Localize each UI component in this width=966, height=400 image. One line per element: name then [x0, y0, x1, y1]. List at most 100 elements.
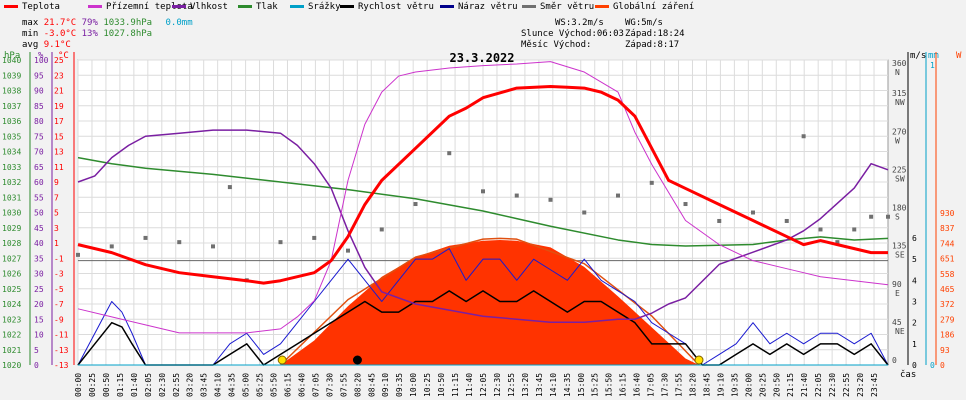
axis-tick-time: 13:45 — [535, 373, 544, 397]
axis-tick-percent: 5 — [34, 346, 39, 355]
axis-tick-mm: 0 — [930, 361, 935, 370]
axis-tick-time: 15:00 — [577, 373, 586, 397]
axis-tick-time: 04:10 — [214, 373, 223, 397]
wind-direction-point — [143, 235, 148, 240]
axis-tick-celsius: 15 — [54, 132, 64, 141]
axis-tick-time: 16:15 — [619, 373, 628, 397]
axis-tick-celsius: 5 — [54, 209, 59, 218]
series-wind-gust — [77, 248, 889, 366]
axis-tick-ms: 0 — [912, 361, 917, 370]
axis-unit-celsius: °C — [58, 51, 69, 61]
axis-tick-celsius: 19 — [54, 102, 64, 111]
axis-tick-w: 186 — [940, 331, 955, 340]
axis-tick-hpa: 1023 — [2, 315, 21, 324]
wind-direction-point — [717, 218, 722, 223]
axis-tick-direction: 0 — [892, 356, 897, 365]
wind-direction-point — [869, 214, 874, 219]
axis-tick-time: 18:20 — [688, 373, 697, 397]
axis-tick-time: 09:10 — [381, 373, 390, 397]
min-pressure: 1027.8hPa — [103, 29, 153, 39]
legend-swatch — [4, 5, 18, 8]
axis-tick-time: 03:20 — [186, 373, 195, 397]
axis-tick-time: 22:05 — [814, 373, 823, 397]
legend-swatch — [522, 5, 536, 8]
axis-tick-hpa: 1024 — [2, 300, 21, 309]
axis-tick-percent: 50 — [34, 209, 44, 218]
axis-tick-direction-label: SE — [895, 251, 905, 260]
axis-tick-hpa: 1030 — [2, 209, 21, 218]
axis-tick-direction: 225 — [892, 165, 907, 174]
axis-tick-hpa: 1028 — [2, 239, 21, 248]
axis-tick-time: 06:40 — [297, 373, 306, 397]
axis-tick-time: 00:00 — [74, 373, 83, 397]
sunset-marker — [694, 355, 704, 365]
axis-tick-percent: 100 — [34, 56, 49, 65]
wind-direction-point — [227, 185, 232, 190]
axis-tick-hpa: 1040 — [2, 56, 21, 65]
axis-tick-time: 21:15 — [786, 373, 795, 397]
wind-direction-point — [886, 214, 890, 219]
wind-direction-point — [76, 252, 80, 257]
wind-direction-point — [413, 202, 418, 207]
axis-tick-time: 17:30 — [661, 373, 670, 397]
chart-title: 23.3.2022 — [449, 51, 514, 65]
axis-tick-percent: 75 — [34, 132, 44, 141]
legend-label: Srážky — [308, 2, 341, 12]
axis-tick-direction-label: SW — [895, 174, 905, 183]
wind-direction-point — [801, 134, 806, 139]
legend-label: Teplota — [22, 2, 60, 12]
axis-tick-hpa: 1037 — [2, 102, 21, 111]
wind-direction-point — [109, 244, 114, 249]
axis-tick-time: 02:30 — [158, 373, 167, 397]
axis-tick-direction-label: N — [895, 68, 900, 77]
axis-tick-time: 17:05 — [647, 373, 656, 397]
sunrise-marker — [277, 355, 287, 365]
axis-tick-percent: 20 — [34, 300, 44, 309]
axis-tick-percent: 45 — [34, 224, 44, 233]
axis-tick-ms: 1 — [912, 340, 917, 349]
axis-unit-w: W — [956, 51, 962, 61]
axis-tick-celsius: -7 — [54, 300, 64, 309]
axis-tick-time: 02:05 — [144, 373, 153, 397]
legend-label: Rychlost větru — [358, 2, 434, 12]
axis-tick-time: 04:35 — [228, 373, 237, 397]
axis-tick-percent: 30 — [34, 270, 44, 279]
axis-tick-ms: 6 — [912, 234, 917, 243]
axis-tick-mm: 1 — [930, 61, 935, 70]
legend-swatch — [595, 5, 609, 8]
axis-tick-time: 14:10 — [549, 373, 558, 397]
series-ground-temperature — [77, 61, 889, 334]
wind-direction-point — [835, 240, 840, 245]
wind-direction-point — [818, 227, 823, 232]
axis-tick-time: 13:20 — [521, 373, 530, 397]
axis-tick-hpa: 1038 — [2, 87, 21, 96]
legend-swatch — [88, 5, 102, 8]
axis-tick-w: 0 — [940, 361, 945, 370]
wind-direction-point — [211, 244, 215, 249]
axis-tick-celsius: 17 — [54, 117, 64, 126]
axis-tick-time: 22:30 — [828, 373, 837, 397]
sunrise-info: Slunce Východ:06:03 — [521, 29, 624, 39]
moonset-info: Západ:8:17 — [625, 40, 680, 50]
axis-tick-time: 22:55 — [842, 373, 851, 397]
axis-tick-celsius: 7 — [54, 193, 59, 202]
axis-tick-direction: 270 — [892, 127, 907, 136]
axis-tick-time: 23:20 — [856, 373, 865, 397]
wind-direction-point — [582, 210, 587, 215]
axis-tick-direction: 360 — [892, 59, 907, 68]
axis-tick-celsius: -1 — [54, 254, 64, 263]
stats-max: max 21.7°C 79% 1033.9hPa 0.0mm — [22, 18, 193, 28]
axis-tick-ms: 2 — [912, 319, 917, 328]
axis-tick-hpa: 1031 — [2, 193, 21, 202]
axis-tick-time: 14:35 — [563, 373, 572, 397]
wind-direction-point — [649, 180, 654, 185]
axis-tick-time: 12:05 — [479, 373, 488, 397]
axis-tick-w: 279 — [940, 315, 955, 324]
stats-min: min -3.0°C 13% 1027.8hPa — [22, 29, 152, 39]
max-pressure: 1033.9hPa — [103, 18, 153, 28]
axis-tick-hpa: 1022 — [2, 331, 21, 340]
wind-direction-point — [177, 240, 182, 245]
axis-tick-time: 15:25 — [591, 373, 600, 397]
axis-tick-celsius: -11 — [54, 331, 69, 340]
